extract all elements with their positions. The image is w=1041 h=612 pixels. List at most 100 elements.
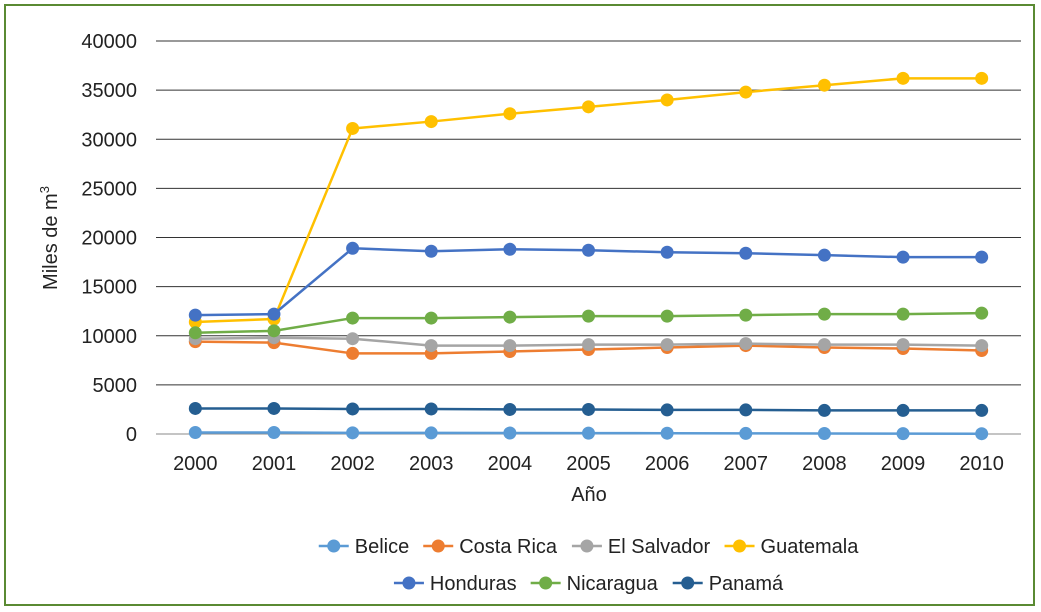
data-point-belice (739, 426, 753, 440)
y-tick-label: 35000 (81, 80, 137, 102)
legend-label: El Salvador (608, 536, 711, 558)
data-point-nicaragua (188, 326, 202, 340)
legend-item-nicaragua: Nicaragua (530, 573, 659, 595)
data-point-belice (267, 426, 281, 440)
data-point-belice (975, 427, 989, 441)
data-point-honduras (582, 243, 595, 257)
series-group (188, 71, 989, 441)
data-point-el-salvador (896, 338, 910, 352)
data-point-el-salvador (975, 339, 989, 353)
legend-item-guatemala: Guatemala (724, 536, 859, 558)
data-point-belice (817, 427, 831, 441)
data-point-nicaragua (267, 324, 281, 338)
data-point-el-salvador (660, 338, 674, 352)
series-guatemala (188, 71, 989, 329)
x-tick-label: 2003 (409, 453, 454, 475)
series-nicaragua (188, 306, 989, 340)
y-axis-title-main: Miles de m (40, 193, 62, 290)
x-tick-label: 2005 (566, 453, 611, 475)
x-tick-label: 2000 (173, 453, 218, 475)
data-point-nicaragua (739, 308, 753, 322)
data-point-panam- (817, 403, 831, 417)
data-point-guatemala (817, 78, 831, 92)
data-point-el-salvador (582, 338, 595, 352)
data-point-nicaragua (503, 310, 517, 324)
x-tick-label: 2002 (330, 453, 375, 475)
data-point-belice (660, 426, 674, 440)
legend-swatch-marker (402, 576, 416, 590)
legend-swatch-marker (431, 539, 445, 553)
data-point-honduras (896, 250, 910, 264)
y-tick-label: 40000 (81, 31, 137, 53)
x-tick-label: 2008 (802, 453, 847, 475)
data-point-belice (503, 426, 517, 440)
data-point-nicaragua (660, 309, 674, 323)
data-point-nicaragua (817, 307, 831, 321)
y-tick-label: 5000 (93, 375, 138, 397)
y-tick-label: 20000 (81, 228, 137, 250)
legend-item-belice: Belice (318, 536, 409, 558)
x-axis-title: Año (571, 484, 607, 506)
data-point-belice (346, 426, 360, 440)
y-axis-title-superscript: 3 (37, 186, 52, 193)
data-point-el-salvador (424, 339, 438, 353)
data-point-el-salvador (503, 339, 517, 353)
y-tick-label: 10000 (81, 326, 137, 348)
data-point-honduras (267, 307, 281, 321)
legend-label: Panamá (709, 573, 784, 595)
y-tick-label: 30000 (81, 129, 137, 151)
data-point-panam- (582, 402, 595, 416)
data-point-honduras (817, 248, 831, 262)
data-point-belice (424, 426, 438, 440)
y-axis-title: Miles de m3 (37, 186, 62, 290)
x-axis-ticks: 2000 2001 2002 2003 2004 2005 2006 2007 2008 2009… (173, 453, 1004, 475)
data-point-honduras (975, 250, 989, 264)
legend-item-el-salvador: El Salvador (571, 536, 711, 558)
data-point-el-salvador (817, 338, 831, 352)
data-point-panam- (660, 403, 674, 417)
series-honduras (188, 241, 989, 322)
data-point-honduras (503, 242, 517, 256)
data-point-guatemala (896, 71, 910, 85)
data-point-el-salvador (346, 332, 360, 346)
data-point-nicaragua (424, 311, 438, 325)
data-point-guatemala (582, 100, 595, 114)
data-point-panam- (975, 403, 989, 417)
x-tick-label: 2010 (959, 453, 1004, 475)
data-point-panam- (188, 401, 202, 415)
data-point-belice (188, 426, 202, 440)
series-belice (188, 426, 989, 441)
legend-label: Honduras (430, 573, 517, 595)
series-line-guatemala (195, 77, 982, 324)
legend-item-costa-rica: Costa Rica (423, 536, 558, 558)
data-point-honduras (739, 246, 753, 260)
data-point-nicaragua (975, 306, 989, 320)
legend-label: Nicaragua (567, 573, 659, 595)
data-point-guatemala (739, 85, 753, 99)
data-point-panam- (503, 402, 517, 416)
legend-label: Costa Rica (459, 536, 558, 558)
series-el-salvador (188, 331, 989, 353)
y-tick-label: 0 (126, 424, 137, 446)
legend-swatch-marker (580, 539, 594, 553)
gridlines (156, 40, 1021, 435)
data-point-guatemala (660, 93, 674, 107)
data-point-honduras (424, 244, 438, 258)
data-point-guatemala (424, 115, 438, 129)
series-line-honduras (195, 247, 982, 317)
series-panam- (188, 401, 989, 417)
x-tick-label: 2007 (724, 453, 769, 475)
data-point-belice (582, 426, 595, 440)
chart-frame (4, 4, 1035, 606)
data-point-guatemala (346, 121, 360, 135)
legend: Belice Costa Rica El Salvador Guatemala Hond… (318, 536, 859, 595)
x-tick-label: 2009 (881, 453, 926, 475)
data-point-guatemala (975, 71, 989, 85)
data-point-panam- (896, 403, 910, 417)
data-point-nicaragua (896, 307, 910, 321)
legend-swatch-marker (327, 539, 341, 553)
y-axis-ticks: 0 5000 10000 15000 20000 25000 30000 35000 40000 (81, 31, 137, 446)
data-point-honduras (660, 245, 674, 259)
data-point-el-salvador (739, 337, 753, 351)
